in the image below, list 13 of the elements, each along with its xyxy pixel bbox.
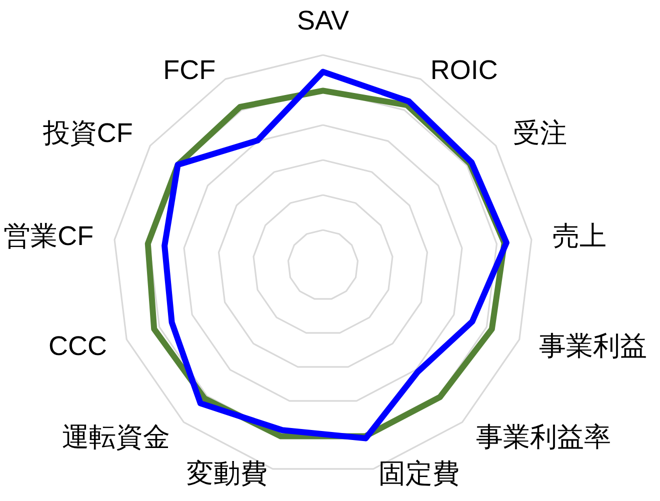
spoke-label: 営業CF [4,221,94,252]
spoke-label: CCC [48,330,108,361]
spoke-label: FCF [163,54,216,85]
spoke-label: 運転資金 [62,422,170,452]
spoke-label: SAV [296,5,350,36]
spoke-label: 事業利益率 [476,422,612,452]
spoke-label: 固定費 [378,458,460,489]
spoke-label: 事業利益 [538,330,647,361]
spoke-label: 投資CF [42,118,133,148]
spoke-label: 変動費 [186,458,268,489]
spoke-label: 受注 [513,118,568,148]
spoke-label: 売上 [552,221,606,252]
spoke-label: ROIC [430,54,498,85]
